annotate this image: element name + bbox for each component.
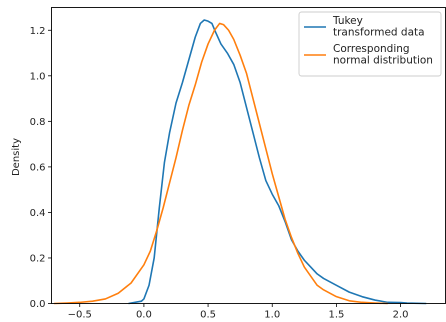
x-tick-label: 1.0 [264,310,280,321]
y-tick-label: 1.2 [30,26,46,37]
y-tick-label: 0.6 [30,162,46,173]
series-line-0 [128,19,427,305]
plot-lines [54,19,427,305]
legend-label-0: Tukey transformed data [332,15,425,39]
x-tick-label: 1.5 [328,310,344,321]
x-tick-label: 0.0 [136,310,152,321]
y-tick-label: 1.0 [30,71,46,82]
legend-box [298,11,442,77]
y-axis-label: Density [11,138,22,176]
y-tick-label: 0.4 [30,208,46,219]
x-tick-label: 2.0 [393,310,409,321]
y-axis: 0.0 0.2 0.4 0.6 0.8 1.0 1.2 [30,26,52,310]
legend: Tukey transformed data Corresponding normal… [298,11,442,77]
series-line-1 [54,22,388,305]
x-tick-label: −0.5 [68,310,92,321]
y-tick-label: 0.2 [30,253,46,264]
legend-label-1: Corresponding normal distribution [333,43,433,67]
x-tick-label: 0.5 [200,310,216,321]
y-tick-label: 0.0 [30,299,46,310]
y-tick-label: 0.8 [30,117,46,128]
x-axis: −0.5 0.0 0.5 1.0 1.5 2.0 [68,303,409,321]
